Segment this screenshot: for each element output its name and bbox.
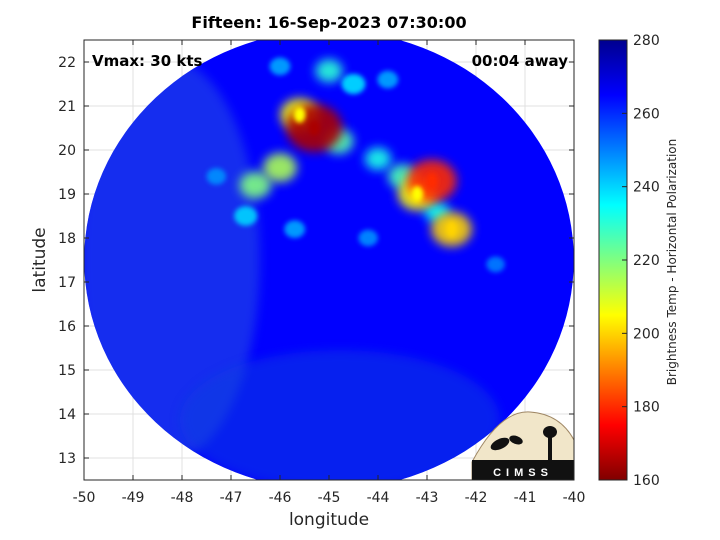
colorbar-tick-label: 240 — [633, 180, 660, 196]
y-tick-label: 20 — [58, 143, 76, 159]
colorbar: 160 180 200 220 240 260 280 — [598, 33, 660, 489]
brightness-feature — [284, 220, 306, 239]
x-tick-label: -42 — [465, 490, 488, 506]
brightness-feature — [358, 229, 378, 247]
brightness-feature — [234, 206, 258, 226]
brightness-core — [411, 186, 424, 202]
y-tick-label: 13 — [58, 451, 76, 467]
x-tick-label: -46 — [269, 490, 292, 506]
brightness-feature — [486, 256, 505, 273]
x-tick-label: -41 — [514, 490, 537, 506]
brightness-core — [425, 172, 438, 189]
y-tick-label: 16 — [58, 319, 76, 335]
x-axis-label: longitude — [288, 510, 370, 530]
y-axis-label: latitude — [30, 227, 50, 293]
y-tick-label: 18 — [58, 231, 76, 247]
brightness-feature — [206, 168, 227, 185]
y-tick-label: 14 — [58, 407, 76, 423]
colorbar-label: Brightness Temp - Horizontal Polarizatio… — [665, 138, 679, 386]
x-tick-label: -43 — [416, 490, 439, 506]
brightness-core — [445, 221, 458, 238]
plot-frame — [83, 39, 575, 481]
x-tick-label: -50 — [73, 490, 96, 506]
brightness-feature — [377, 70, 399, 89]
logo-base — [472, 460, 574, 480]
brightness-feature — [263, 153, 297, 183]
y-tick-label: 17 — [58, 275, 76, 291]
brightness-core — [293, 106, 306, 123]
colorbar-tick-label: 160 — [633, 473, 660, 489]
brightness-feature — [269, 57, 291, 76]
x-tick-label: -44 — [367, 490, 390, 506]
logo-tower-tank — [543, 426, 557, 438]
x-tick-label: -49 — [122, 490, 145, 506]
x-tick-label: -47 — [220, 490, 243, 506]
x-tick-label: -40 — [563, 490, 586, 506]
colorbar-tick-label: 180 — [633, 400, 660, 416]
colorbar-tick-label: 280 — [633, 33, 660, 49]
colorbar-tick-label: 220 — [633, 253, 660, 269]
cimss-logo: CIMSS — [471, 411, 575, 481]
swath-shading-south — [180, 350, 500, 480]
logo-dish-icon — [490, 437, 510, 451]
brightness-features — [206, 57, 505, 273]
colorbar-tick-label: 260 — [633, 106, 660, 122]
time-away-annotation: 00:04 away — [471, 52, 568, 70]
brightness-feature — [239, 171, 272, 199]
brightness-feature — [341, 73, 366, 95]
swath-shading-west — [84, 60, 260, 460]
x-tick-label: -48 — [171, 490, 194, 506]
y-tick-label: 19 — [58, 187, 76, 203]
colorbar-tick-label: 200 — [633, 326, 660, 342]
vmax-annotation: Vmax: 30 kts — [92, 52, 203, 70]
axes: -50 -49 -48 -47 -46 -45 -44 -43 -42 -41 -40 13 14 15 1… — [58, 40, 585, 506]
logo-text: CIMSS — [493, 467, 553, 479]
y-tick-label: 22 — [58, 55, 76, 71]
x-tick-label: -45 — [318, 490, 341, 506]
y-tick-label: 15 — [58, 363, 76, 379]
brightness-feature — [364, 147, 392, 171]
chart-title: Fifteen: 16-Sep-2023 07:30:00 — [191, 13, 467, 32]
logo-dish2-icon — [509, 435, 523, 445]
brightness-core — [308, 120, 321, 136]
logo-tower-leg — [548, 436, 552, 466]
y-tick-label: 21 — [58, 99, 76, 115]
brightness-feature — [315, 59, 343, 83]
